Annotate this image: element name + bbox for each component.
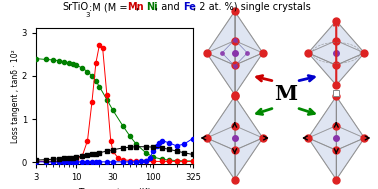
Polygon shape bbox=[308, 138, 336, 180]
Polygon shape bbox=[206, 41, 235, 94]
Polygon shape bbox=[336, 96, 364, 150]
Text: Mn: Mn bbox=[127, 2, 144, 12]
Polygon shape bbox=[206, 96, 235, 150]
Text: Fe: Fe bbox=[184, 2, 197, 12]
Polygon shape bbox=[206, 53, 235, 94]
Polygon shape bbox=[235, 11, 263, 53]
Polygon shape bbox=[308, 96, 336, 138]
Polygon shape bbox=[235, 11, 263, 65]
Polygon shape bbox=[235, 53, 263, 94]
Polygon shape bbox=[235, 96, 263, 150]
Polygon shape bbox=[206, 126, 235, 180]
Y-axis label: Loss tangent , tanδ · 10²: Loss tangent , tanδ · 10² bbox=[11, 50, 20, 143]
Polygon shape bbox=[336, 96, 364, 138]
Polygon shape bbox=[235, 41, 263, 94]
Polygon shape bbox=[206, 11, 235, 65]
Text: , and: , and bbox=[155, 2, 183, 12]
Polygon shape bbox=[308, 21, 336, 65]
Polygon shape bbox=[235, 126, 263, 180]
Polygon shape bbox=[336, 21, 364, 65]
Polygon shape bbox=[308, 21, 336, 53]
Text: :M (M =: :M (M = bbox=[89, 2, 131, 12]
Polygon shape bbox=[206, 138, 235, 180]
Polygon shape bbox=[235, 96, 263, 138]
Text: M: M bbox=[274, 84, 297, 105]
Polygon shape bbox=[235, 138, 263, 180]
Polygon shape bbox=[206, 96, 235, 138]
X-axis label: Temperature (K): Temperature (K) bbox=[78, 188, 151, 189]
Text: , 2 at. %) single crystals: , 2 at. %) single crystals bbox=[193, 2, 311, 12]
Polygon shape bbox=[336, 138, 364, 180]
Text: 3: 3 bbox=[86, 12, 90, 18]
Text: SrTiO: SrTiO bbox=[62, 2, 88, 12]
Polygon shape bbox=[336, 41, 364, 85]
Text: ,: , bbox=[136, 2, 143, 12]
Polygon shape bbox=[308, 53, 336, 85]
Polygon shape bbox=[308, 126, 336, 180]
Text: Ni: Ni bbox=[146, 2, 158, 12]
Polygon shape bbox=[336, 126, 364, 180]
Polygon shape bbox=[336, 21, 364, 53]
Polygon shape bbox=[308, 96, 336, 150]
Polygon shape bbox=[336, 53, 364, 85]
Polygon shape bbox=[308, 41, 336, 85]
Polygon shape bbox=[206, 11, 235, 53]
